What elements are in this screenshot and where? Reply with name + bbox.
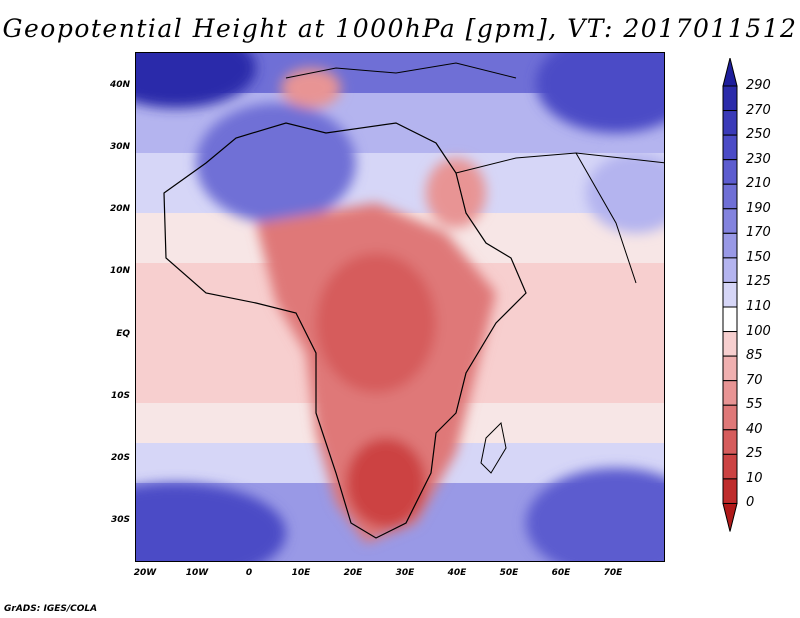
lon-label-10e: 10E [291,568,311,578]
colorbar-label: 70 [746,372,763,388]
colorbar-swatch [722,404,738,431]
colorbar-label: 210 [746,176,771,192]
colorbar-top-arrow [722,58,738,87]
lon-label-70e: 70E [603,568,623,578]
colorbar-swatch [722,208,738,234]
lon-label-30e: 30E [395,568,415,578]
colorbar-label: 55 [746,397,763,413]
credit-text: GrADS: IGES/COLA [4,604,98,614]
colorbar-label: 230 [746,151,771,167]
colorbar-swatch [722,134,738,161]
colorbar-swatch [722,380,738,406]
colorbar-swatch [722,355,738,382]
lon-label-20e: 20E [343,568,363,578]
lon-label-40e: 40E [447,568,467,578]
colorbar-label: 250 [746,127,771,143]
madagascar-coastline [480,421,507,474]
colorbar-label: 125 [746,274,771,290]
colorbar-label: 290 [746,78,771,93]
map-panel [135,52,665,562]
colorbar-swatch [722,478,738,504]
arabia-coastline [455,152,664,174]
colorbar-swatch [722,453,738,480]
colorbar-swatch [722,159,738,185]
colorbar-label: 100 [746,323,771,339]
colorbar-label: 85 [746,348,763,364]
colorbar [722,58,738,532]
africa-coastline [163,122,527,539]
colorbar-swatch [722,183,738,210]
colorbar-label: 40 [746,421,763,437]
colorbar-label: 110 [746,299,771,314]
colorbar-label: 25 [746,446,763,462]
lon-label-50e: 50E [499,568,519,578]
lat-label-10s: 10S [110,391,130,401]
colorbar-label: 0 [746,495,755,511]
colorbar-label: 170 [746,225,771,241]
geopotential-height-field [136,53,664,561]
india-coastline [575,152,637,284]
lon-label-0: 0 [245,568,253,578]
lon-label-60e: 60E [551,568,571,578]
colorbar-swatch [722,429,738,455]
lon-label-10w: 10W [185,568,209,578]
lat-label-10n: 10N [109,266,130,276]
colorbar-swatch [722,257,738,283]
colorbar-label: 270 [746,102,771,118]
colorbar-bottom-arrow [722,502,738,532]
lat-label-eq: EQ [116,329,130,339]
lat-label-20s: 20S [110,453,130,463]
colorbar-label: 150 [746,249,771,265]
colorbar-swatch [722,306,738,333]
colorbar-swatch [722,110,738,136]
lat-label-20n: 20N [109,204,130,214]
colorbar-label: 10 [746,470,763,486]
lat-label-30s: 30S [110,515,130,525]
colorbar-swatch [722,85,738,112]
mediterranean-coastline [285,62,517,79]
lat-label-40n: 40N [109,80,130,90]
colorbar-swatch [722,232,738,259]
colorbar-swatch [722,281,738,308]
lat-label-30n: 30N [109,142,130,152]
colorbar-swatch [722,331,738,357]
colorbar-label: 190 [746,200,771,216]
lon-label-20w: 20W [133,568,157,578]
map-title: Geopotential Height at 1000hPa [gpm], VT… [2,14,798,43]
